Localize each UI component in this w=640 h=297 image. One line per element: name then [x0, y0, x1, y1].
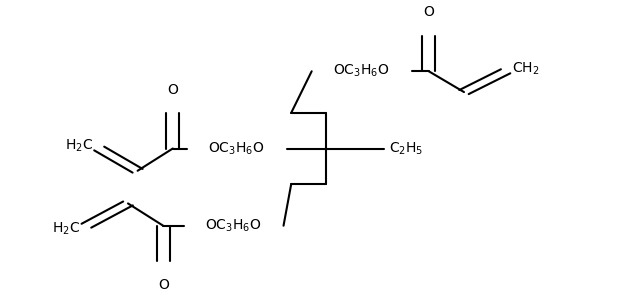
Text: O: O [168, 83, 178, 97]
Text: $\mathregular{OC_3H_6O}$: $\mathregular{OC_3H_6O}$ [205, 217, 262, 234]
Text: $\mathregular{OC_3H_6O}$: $\mathregular{OC_3H_6O}$ [209, 140, 265, 157]
Text: O: O [158, 278, 168, 292]
Text: O: O [424, 5, 434, 19]
Text: $\mathregular{OC_3H_6O}$: $\mathregular{OC_3H_6O}$ [333, 63, 390, 80]
Text: $\mathregular{H_2C}$: $\mathregular{H_2C}$ [52, 220, 80, 237]
Text: $\mathregular{C_2H_5}$: $\mathregular{C_2H_5}$ [389, 140, 424, 157]
Text: $\mathregular{H_2C}$: $\mathregular{H_2C}$ [65, 137, 93, 154]
Text: $\mathregular{CH_2}$: $\mathregular{CH_2}$ [512, 60, 540, 77]
